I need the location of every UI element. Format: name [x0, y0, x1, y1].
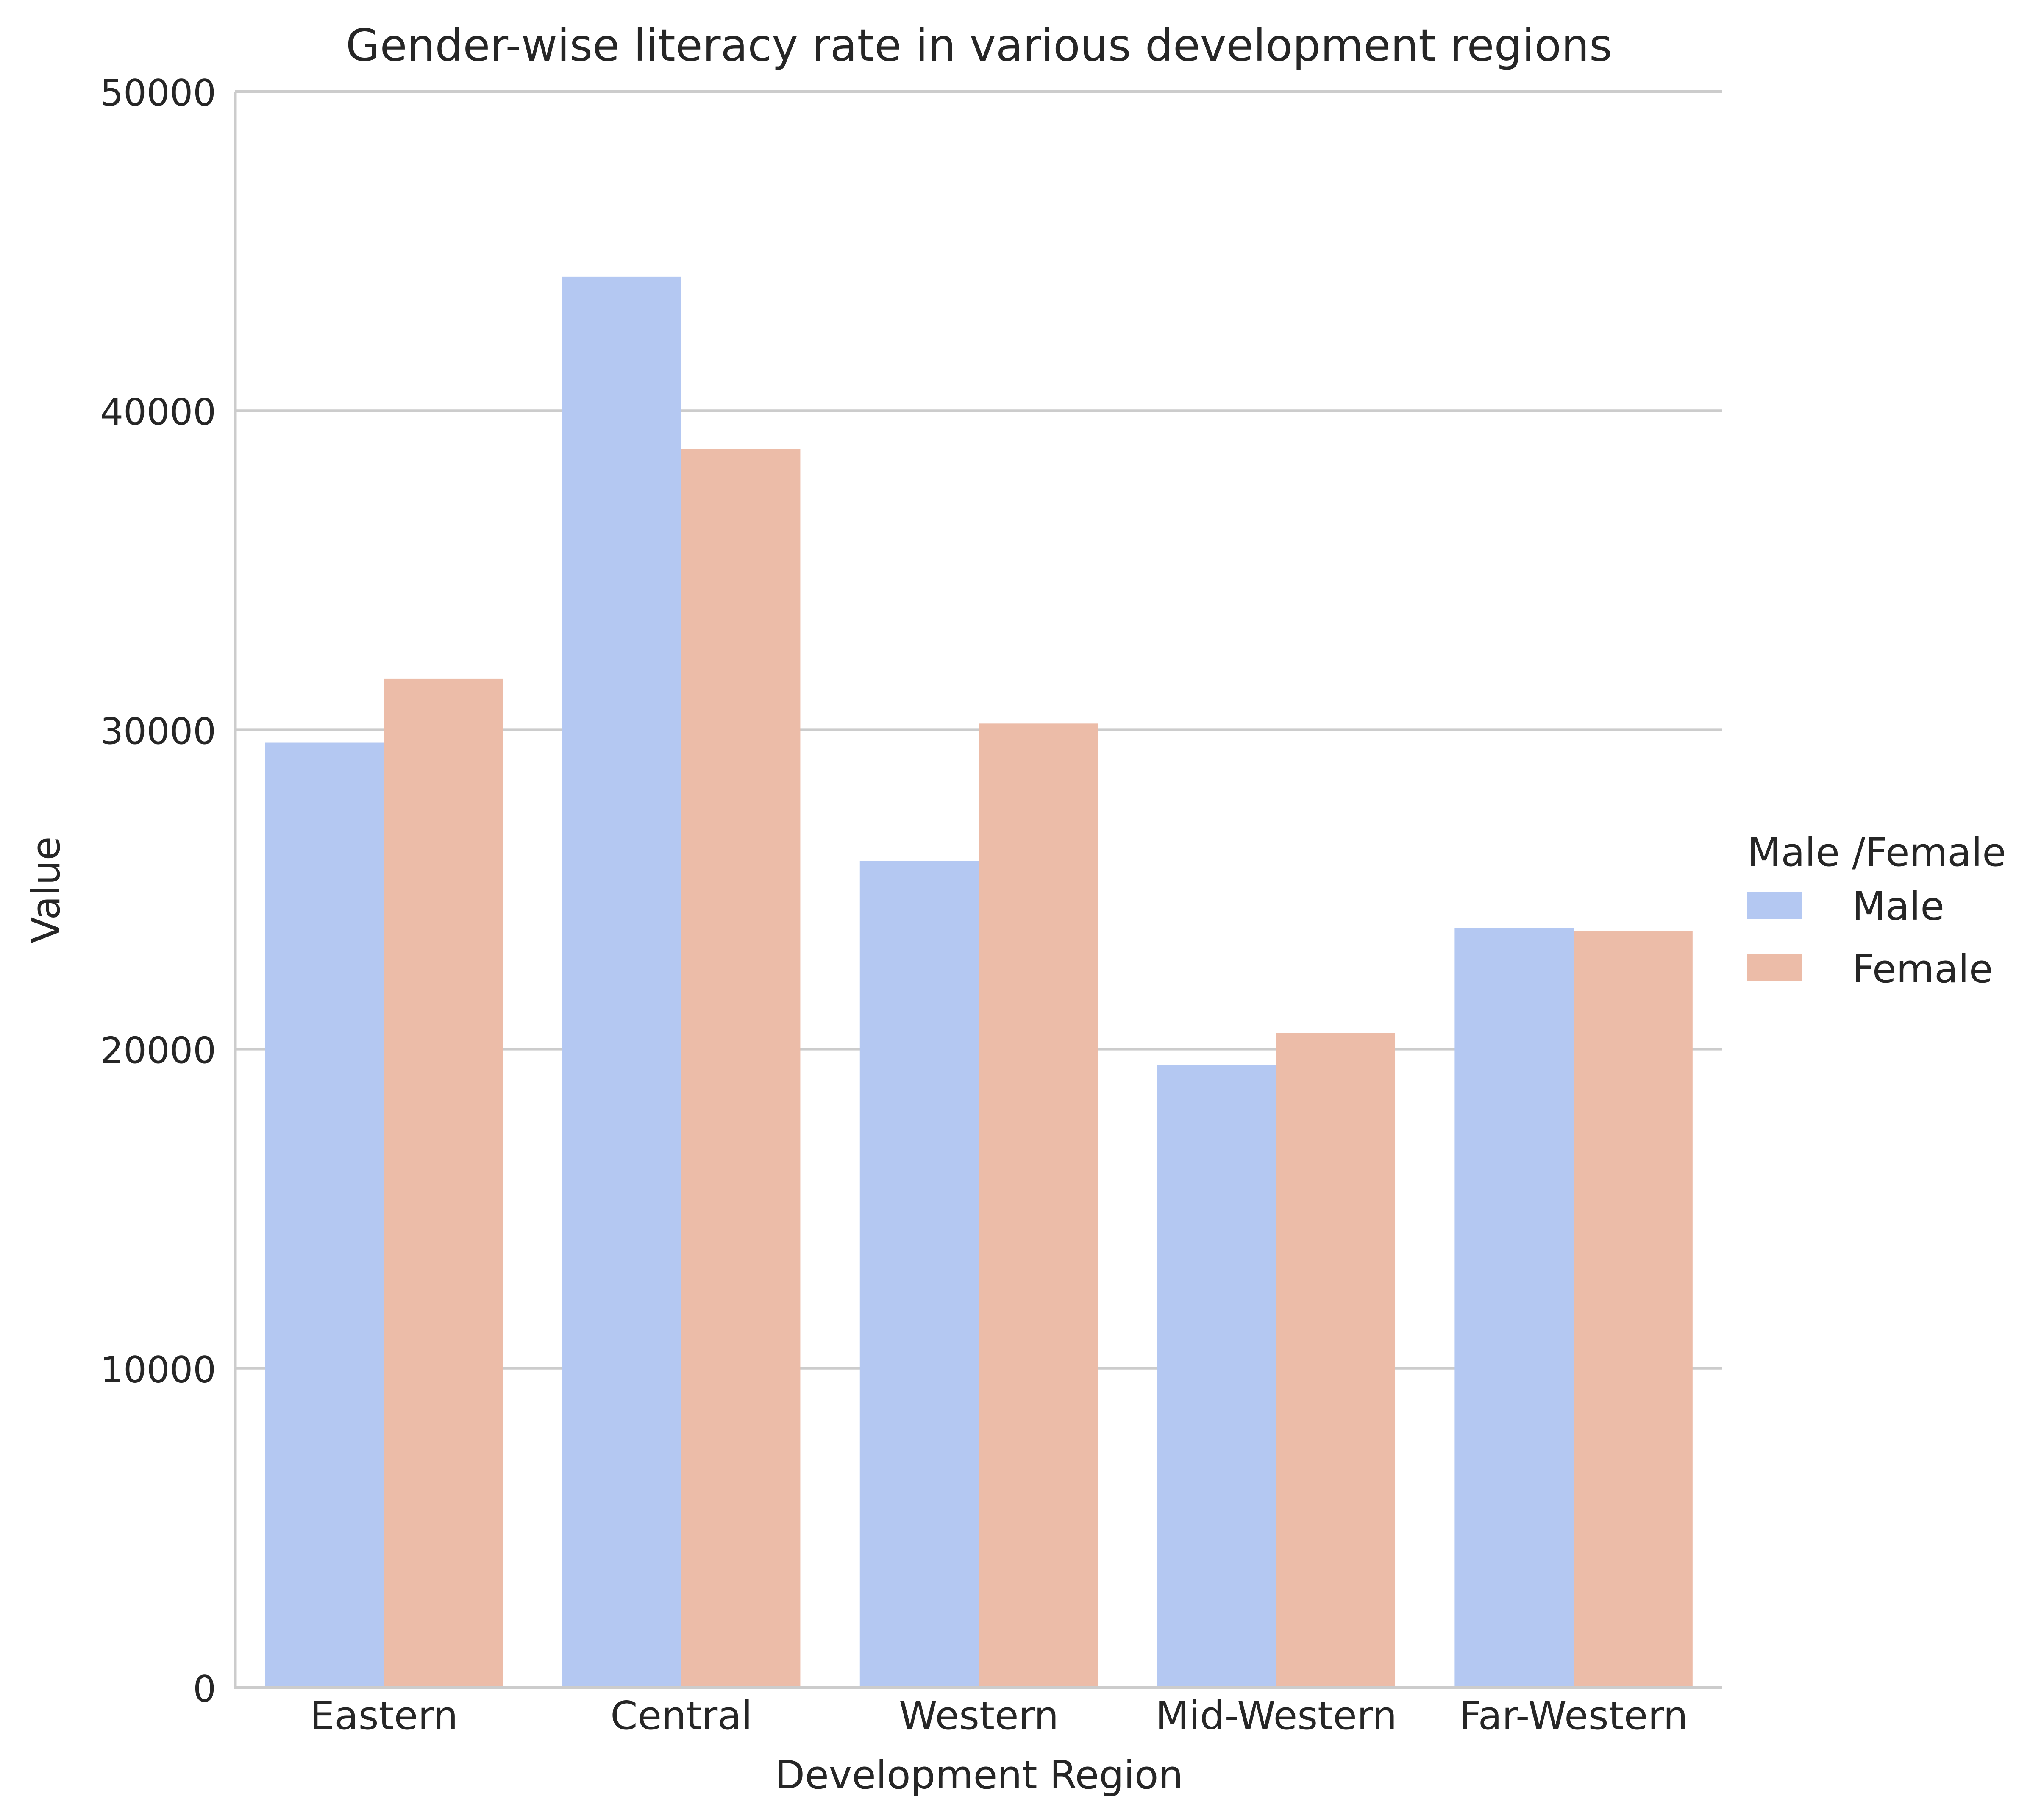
legend: Male /Female Male Female [1747, 830, 2006, 992]
y-tick-label: 20000 [100, 1030, 216, 1072]
y-axis-label: Value [23, 837, 69, 944]
x-tick-label: Western [899, 1693, 1059, 1738]
y-tick-labels: 0 10000 20000 30000 40000 50000 [100, 72, 216, 1710]
legend-swatch-male [1747, 892, 1802, 919]
legend-title: Male /Female [1747, 830, 2006, 875]
chart-title: Gender-wise literacy rate in various dev… [346, 19, 1612, 71]
bar-female-far-western [1574, 931, 1693, 1688]
x-axis-label: Development Region [775, 1752, 1183, 1798]
x-tick-label: Eastern [310, 1693, 458, 1738]
bar-male-mid-western [1157, 1065, 1276, 1688]
x-tick-label: Mid-Western [1155, 1693, 1397, 1738]
y-tick-label: 40000 [100, 391, 216, 434]
y-tick-label: 50000 [100, 72, 216, 114]
bar-female-eastern [384, 678, 503, 1688]
bar-male-western [859, 861, 979, 1688]
bar-female-western [979, 723, 1098, 1688]
bar-male-central [562, 276, 681, 1688]
y-tick-label: 10000 [100, 1349, 216, 1391]
legend-label-male: Male [1852, 884, 1944, 929]
x-tick-labels: Eastern Central Western Mid-Western Far-West… [310, 1693, 1688, 1738]
legend-swatch-female [1747, 954, 1802, 981]
bar-male-eastern [265, 742, 384, 1688]
y-tick-label: 0 [193, 1668, 216, 1710]
y-tick-label: 30000 [100, 710, 216, 753]
bar-female-central [681, 449, 801, 1688]
x-tick-label: Central [610, 1693, 752, 1738]
bar-female-mid-western [1276, 1033, 1396, 1688]
legend-label-female: Female [1852, 946, 1993, 992]
bar-male-far-western [1454, 928, 1574, 1688]
axes [234, 92, 1722, 1689]
x-tick-label: Far-Western [1459, 1693, 1688, 1738]
bars [265, 276, 1693, 1688]
